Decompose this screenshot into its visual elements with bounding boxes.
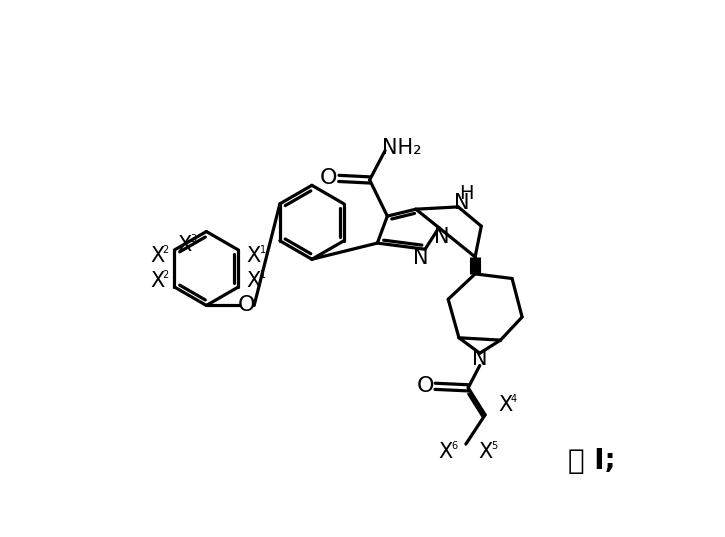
- Text: N: N: [472, 350, 487, 369]
- Text: $^1$: $^1$: [259, 269, 266, 283]
- Text: N: N: [413, 249, 429, 268]
- Text: $^1$: $^1$: [259, 244, 266, 258]
- Text: N: N: [455, 193, 470, 213]
- Text: 式 I;: 式 I;: [568, 447, 616, 475]
- Text: X: X: [150, 271, 165, 291]
- Text: $^3$: $^3$: [189, 234, 197, 248]
- Text: $^6$: $^6$: [450, 440, 458, 454]
- Text: X: X: [247, 246, 261, 266]
- Text: $^5$: $^5$: [491, 440, 498, 454]
- Text: O: O: [238, 295, 255, 315]
- Text: X: X: [478, 442, 493, 462]
- Text: NH₂: NH₂: [382, 139, 422, 158]
- Text: X: X: [247, 271, 261, 291]
- Text: H: H: [459, 184, 473, 204]
- Text: X: X: [150, 246, 165, 266]
- Text: O: O: [320, 169, 338, 188]
- Text: N: N: [434, 227, 450, 247]
- Text: O: O: [416, 376, 434, 396]
- Text: X: X: [178, 235, 192, 256]
- Text: $^2$: $^2$: [162, 269, 170, 283]
- Text: X: X: [498, 395, 513, 415]
- Text: $^4$: $^4$: [510, 393, 518, 407]
- Text: X: X: [439, 442, 453, 462]
- Text: $^2$: $^2$: [162, 244, 170, 258]
